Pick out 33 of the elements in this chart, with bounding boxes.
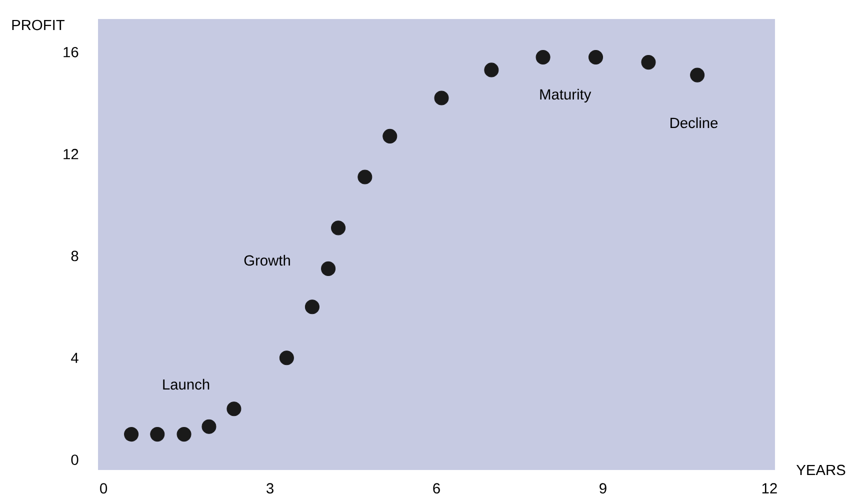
x-tick-label: 0 [100, 483, 108, 494]
y-tick-label: 12 [64, 148, 78, 160]
point [279, 350, 294, 366]
annotation: Launch [163, 378, 210, 390]
y-axis-title: PROFIT [12, 20, 65, 30]
annotation: Maturity [540, 88, 592, 102]
y-tick-label: 0 [71, 454, 78, 465]
point [331, 220, 346, 236]
point [382, 128, 398, 144]
x-tick-label: 6 [433, 483, 440, 494]
point [202, 419, 216, 434]
point [176, 427, 192, 442]
x-tick-label: 3 [266, 483, 274, 494]
point [641, 55, 656, 70]
point [226, 402, 242, 416]
point [484, 62, 499, 78]
annotation: Decline [670, 117, 718, 128]
x-tick-label: 9 [600, 483, 606, 494]
point [304, 300, 320, 314]
point [588, 50, 604, 64]
point [434, 90, 449, 106]
point [690, 68, 705, 82]
y-tick-label: 4 [71, 352, 78, 363]
point [124, 427, 139, 442]
point [321, 261, 336, 276]
x-axis-title: YEARS [796, 464, 846, 476]
y-tick-label: 16 [64, 46, 78, 58]
point [150, 427, 165, 442]
annotation: Growth [244, 254, 290, 266]
point [536, 50, 550, 64]
x-tick-label: 12 [762, 483, 777, 494]
y-tick-label: 8 [71, 250, 78, 262]
point [358, 170, 372, 184]
